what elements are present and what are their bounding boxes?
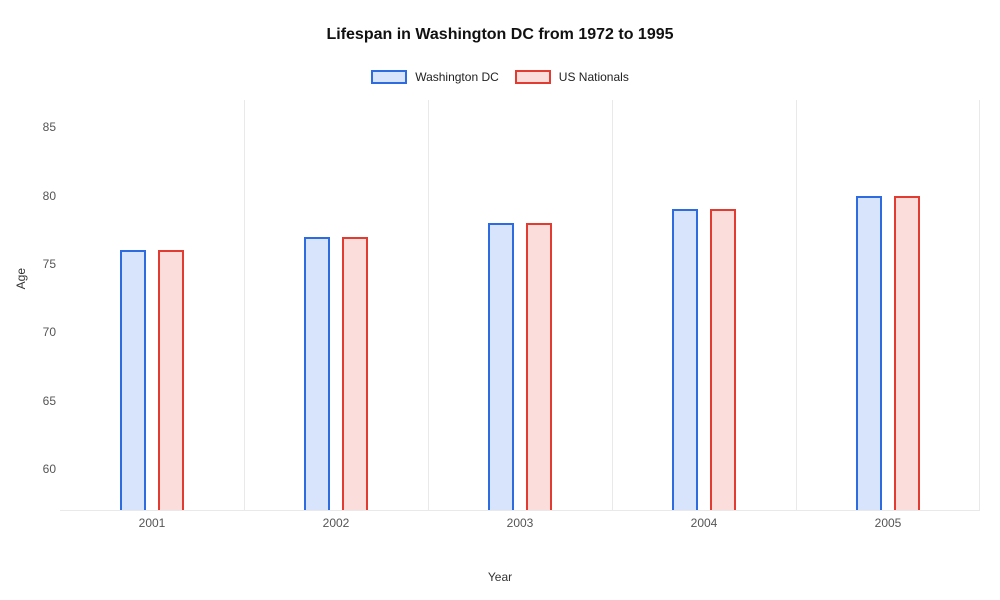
bar — [488, 223, 514, 510]
bars-layer — [60, 100, 980, 510]
y-tick-label: 70 — [28, 325, 56, 339]
x-axis-label: Year — [0, 570, 1000, 584]
chart-title: Lifespan in Washington DC from 1972 to 1… — [0, 26, 1000, 44]
bar — [856, 196, 882, 510]
y-tick-label: 65 — [28, 394, 56, 408]
y-axis-label: Age — [14, 268, 28, 289]
legend-item-us-nationals: US Nationals — [515, 70, 629, 84]
legend-swatch-icon — [371, 70, 407, 84]
legend-item-washington-dc: Washington DC — [371, 70, 499, 84]
x-tick-label: 2004 — [612, 516, 796, 530]
y-tick-label: 75 — [28, 257, 56, 271]
bar — [120, 250, 146, 510]
x-tick-label: 2005 — [796, 516, 980, 530]
legend-label: Washington DC — [415, 70, 499, 84]
chart-container: Lifespan in Washington DC from 1972 to 1… — [0, 0, 1000, 600]
y-tick-label: 85 — [28, 120, 56, 134]
x-tick-label: 2003 — [428, 516, 612, 530]
bar — [158, 250, 184, 510]
legend-label: US Nationals — [559, 70, 629, 84]
plot-area: 60657075808520012002200320042005 — [60, 100, 980, 540]
x-tick-label: 2001 — [60, 516, 244, 530]
legend-swatch-icon — [515, 70, 551, 84]
x-tick-label: 2002 — [244, 516, 428, 530]
y-tick-label: 60 — [28, 462, 56, 476]
legend: Washington DC US Nationals — [0, 70, 1000, 84]
bar — [894, 196, 920, 510]
bar — [304, 237, 330, 510]
bar — [710, 209, 736, 510]
bar — [342, 237, 368, 510]
y-tick-label: 80 — [28, 189, 56, 203]
bar — [672, 209, 698, 510]
bar — [526, 223, 552, 510]
